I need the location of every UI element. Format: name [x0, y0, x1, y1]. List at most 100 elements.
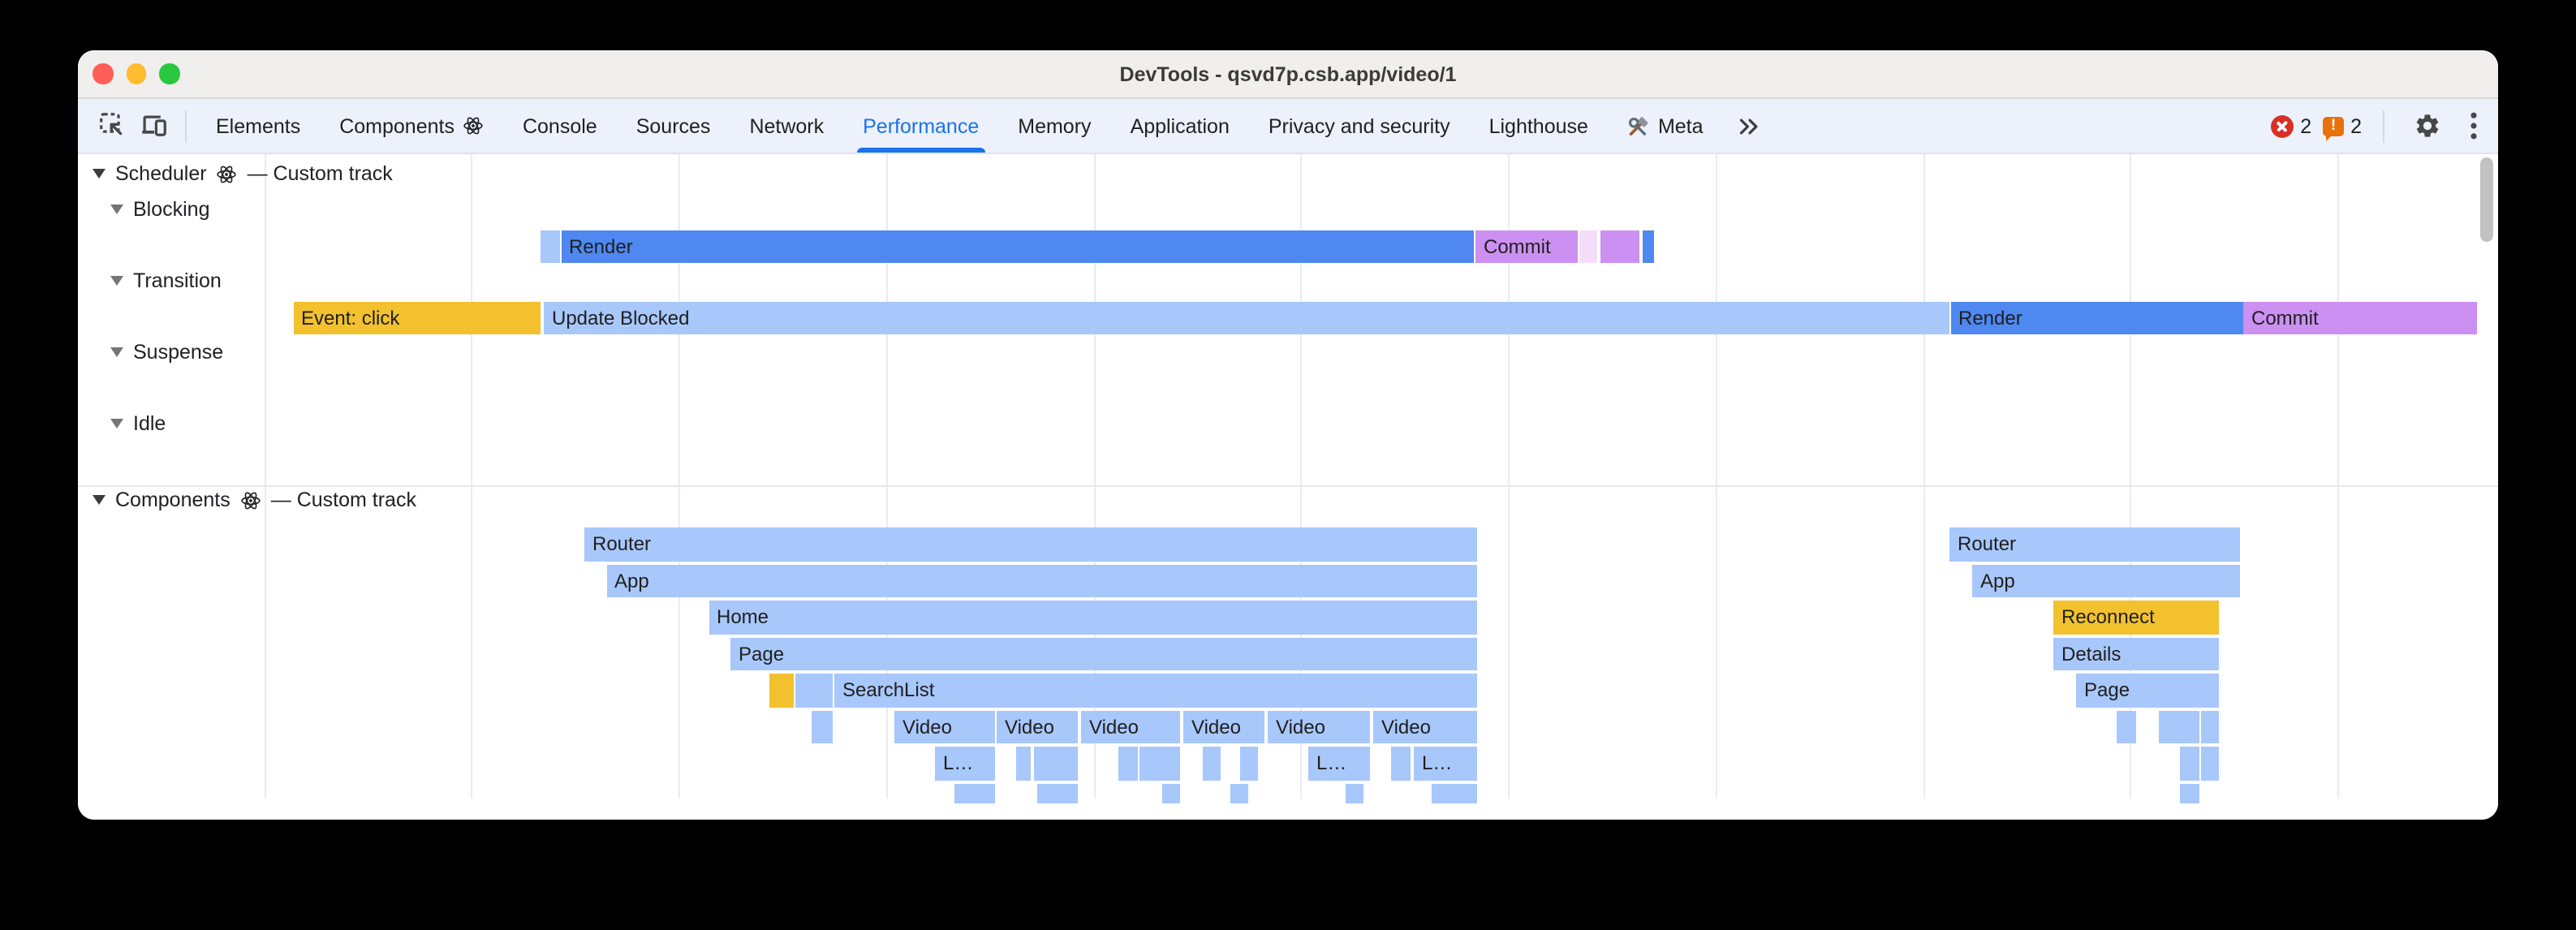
close-window-button[interactable] [93, 63, 113, 84]
components-track-header[interactable]: Components — Custom track [93, 489, 416, 511]
flame-bar-l-[interactable]: L… [935, 747, 995, 780]
maximize-window-button[interactable] [159, 63, 179, 84]
tab-privacy-and-security[interactable]: Privacy and security [1249, 99, 1470, 153]
atom-icon [217, 163, 238, 184]
collapse-triangle-icon[interactable] [93, 169, 106, 179]
flame-bar-app[interactable]: App [606, 564, 1477, 597]
scheduler-track-suffix: — Custom track [247, 162, 393, 185]
warning-count: 2 [2350, 114, 2362, 137]
minimize-window-button[interactable] [126, 63, 146, 84]
flame-bar[interactable] [1642, 230, 1654, 263]
flame-bar[interactable] [1600, 230, 1639, 263]
tab-elements[interactable]: Elements [196, 99, 320, 153]
tab-performance[interactable]: Performance [843, 99, 998, 153]
flame-bar[interactable] [1037, 783, 1078, 803]
flame-bar[interactable] [2201, 747, 2219, 780]
scheduler-track-title: Scheduler [115, 162, 207, 185]
flame-bar[interactable] [2117, 710, 2136, 743]
flame-bar-video[interactable]: Video [894, 710, 995, 743]
tab-sources[interactable]: Sources [617, 99, 730, 153]
flame-bar-video[interactable]: Video [1183, 710, 1264, 743]
scheduler-track-header[interactable]: Scheduler — Custom track [93, 162, 393, 185]
vertical-scrollbar[interactable] [2480, 157, 2493, 242]
flame-bar-router[interactable]: Router [584, 527, 1477, 561]
inspect-element-icon[interactable] [91, 105, 133, 147]
warning-badge[interactable]: ! 2 [2323, 114, 2362, 140]
flame-bar-render[interactable]: Render [561, 230, 1473, 263]
flame-bar-router[interactable]: Router [1949, 527, 2240, 561]
collapse-triangle-icon[interactable] [110, 419, 123, 428]
settings-gear-icon[interactable] [2406, 105, 2448, 147]
collapse-triangle-icon[interactable] [93, 495, 106, 505]
flame-bar-commit[interactable]: Commit [1475, 230, 1578, 263]
collapse-triangle-icon[interactable] [110, 347, 123, 357]
lane-name: Blocking [133, 198, 210, 221]
flame-bar[interactable] [1203, 747, 1221, 780]
flame-bar[interactable] [1240, 747, 1258, 780]
atom-icon [240, 489, 261, 510]
flame-bar-l-[interactable]: L… [1308, 747, 1370, 780]
tab-components[interactable]: Components [320, 99, 503, 153]
tab-label: Application [1130, 114, 1230, 137]
flame-bar[interactable] [540, 230, 559, 263]
tab-label: Lighthouse [1488, 114, 1588, 137]
flame-bar[interactable] [1034, 747, 1078, 780]
flame-bar-render[interactable]: Render [1950, 302, 2242, 334]
flame-bar-event-click[interactable]: Event: click [293, 302, 540, 334]
flame-bar[interactable] [2201, 710, 2219, 743]
flame-bar[interactable] [1162, 783, 1180, 803]
tab-lighthouse[interactable]: Lighthouse [1470, 99, 1608, 153]
tab-memory[interactable]: Memory [998, 99, 1110, 153]
gridline [264, 154, 265, 799]
flame-bar[interactable] [1391, 747, 1411, 780]
flame-bar-app[interactable]: App [1972, 564, 2240, 597]
flame-bar-l-[interactable]: L… [1414, 747, 1477, 780]
flame-bar[interactable] [1118, 747, 1138, 780]
tab-console[interactable]: Console [503, 99, 617, 153]
flame-bar-details[interactable]: Details [2053, 637, 2219, 670]
flame-bar[interactable] [1230, 783, 1248, 803]
flame-bar[interactable] [812, 710, 833, 743]
gridline [1715, 154, 1717, 799]
lane-label-transition[interactable]: Transition [110, 269, 222, 292]
error-badge[interactable]: 2 [2271, 114, 2311, 137]
tab-label: Sources [635, 114, 711, 137]
flame-bar[interactable] [769, 674, 794, 707]
flame-bar-page[interactable]: Page [730, 637, 1477, 670]
flame-bar-video[interactable]: Video [1373, 710, 1477, 743]
tab-label: Memory [1018, 114, 1092, 137]
flame-bar[interactable] [795, 674, 833, 707]
flame-bar[interactable] [1346, 783, 1363, 803]
flame-bar[interactable] [1579, 230, 1597, 263]
tab-label: Elements [216, 114, 301, 137]
flame-bar-home[interactable]: Home [709, 601, 1477, 634]
flame-bar-reconnect[interactable]: Reconnect [2053, 601, 2219, 634]
flame-bar[interactable] [1139, 747, 1180, 780]
flame-bar-page[interactable]: Page [2076, 674, 2219, 707]
traffic-lights [93, 63, 179, 84]
flame-bar-update-blocked[interactable]: Update Blocked [544, 302, 1949, 334]
tab-network[interactable]: Network [730, 99, 843, 153]
collapse-triangle-icon[interactable] [110, 276, 123, 286]
gridline [2130, 154, 2132, 799]
flame-bar[interactable] [954, 783, 995, 803]
tab-application[interactable]: Application [1111, 99, 1249, 153]
flame-bar[interactable] [1016, 747, 1031, 780]
flame-bar[interactable] [2180, 783, 2199, 803]
lane-label-idle[interactable]: Idle [110, 412, 166, 435]
flame-bar-video[interactable]: Video [1268, 710, 1370, 743]
flame-bar-video[interactable]: Video [1081, 710, 1180, 743]
flame-bar-commit[interactable]: Commit [2243, 302, 2476, 334]
flame-bar-searchlist[interactable]: SearchList [834, 674, 1477, 707]
flame-bar[interactable] [2180, 747, 2199, 780]
kebab-menu-icon[interactable] [2459, 105, 2488, 147]
tab-meta[interactable]: Meta [1608, 99, 1723, 153]
device-toolbar-icon[interactable] [133, 105, 175, 147]
flame-bar[interactable] [1432, 783, 1477, 803]
flame-bar[interactable] [2159, 710, 2199, 743]
collapse-triangle-icon[interactable] [110, 205, 123, 214]
flame-bar-video[interactable]: Video [997, 710, 1078, 743]
lane-label-suspense[interactable]: Suspense [110, 341, 223, 364]
lane-label-blocking[interactable]: Blocking [110, 198, 210, 221]
more-tabs-icon[interactable] [1730, 105, 1772, 147]
